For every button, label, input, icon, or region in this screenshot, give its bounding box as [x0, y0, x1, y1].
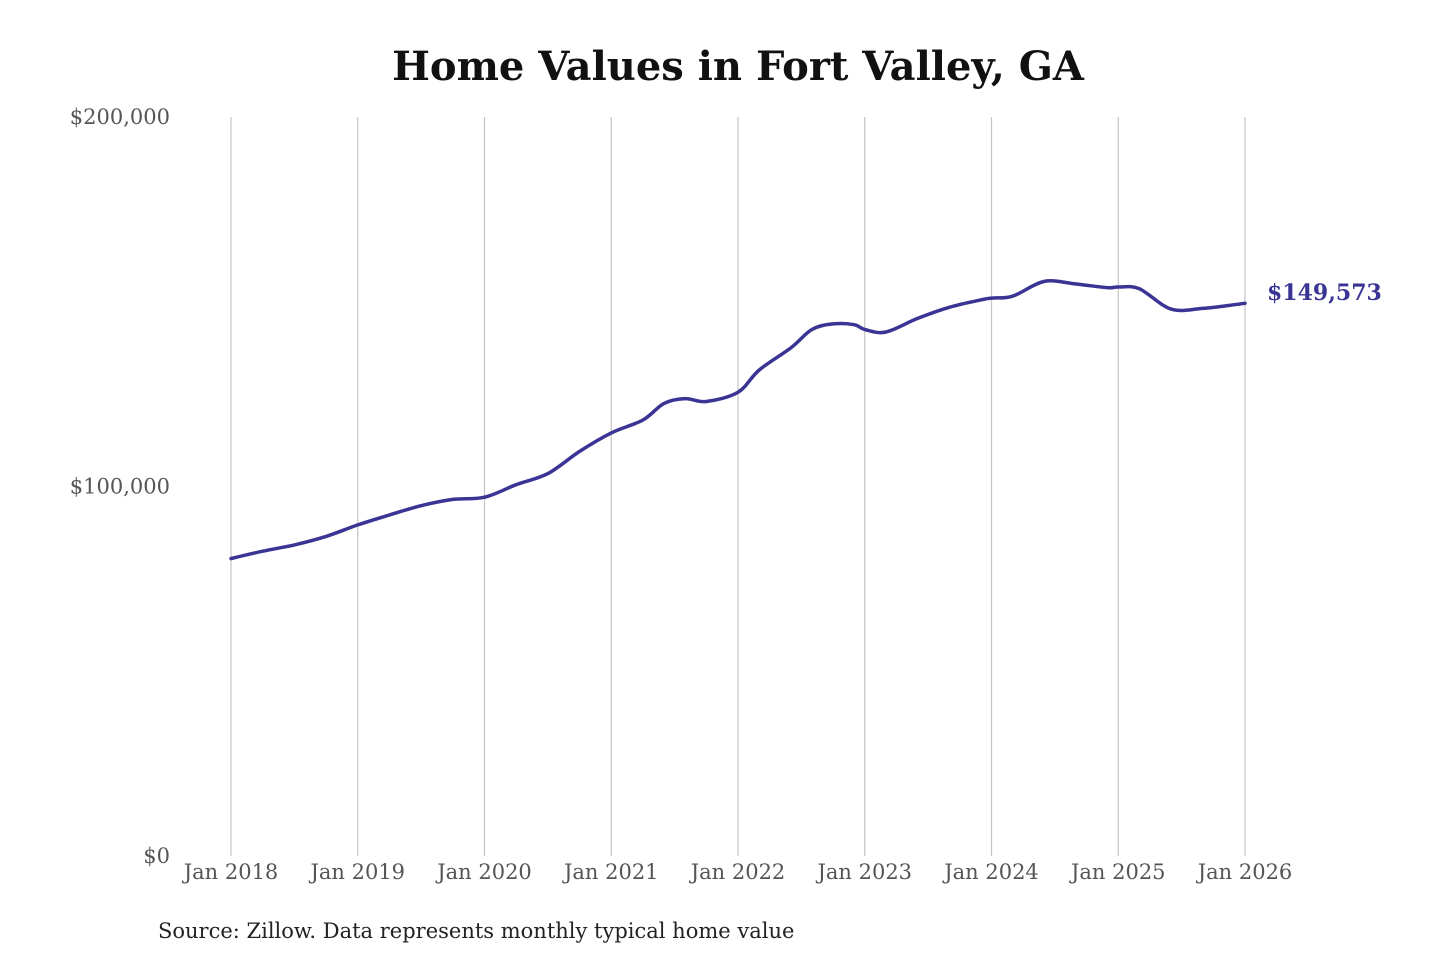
y-tick-label: $100,000: [70, 475, 170, 499]
series-line: [229, 279, 1247, 561]
x-tick-label: Jan 2020: [435, 860, 532, 884]
end-value-label: $149,573: [1267, 280, 1382, 306]
x-tick-label: Jan 2021: [562, 860, 659, 884]
gridlines: [230, 117, 1246, 856]
x-tick-label: Jan 2026: [1196, 860, 1293, 884]
y-tick-label: $0: [143, 844, 170, 868]
source-note: Source: Zillow. Data represents monthly …: [158, 919, 794, 943]
series-layer: [229, 279, 1247, 561]
x-tick-label: Jan 2019: [308, 860, 405, 884]
x-tick-label: Jan 2018: [182, 860, 279, 884]
y-axis-ticks: $0 $100,000 $200,000: [70, 105, 170, 868]
chart-title: Home Values in Fort Valley, GA: [392, 43, 1085, 90]
x-axis-ticks: Jan 2018 Jan 2019 Jan 2020 Jan 2021 Jan 2022…: [182, 860, 1293, 884]
x-tick-label: Jan 2022: [689, 860, 786, 884]
y-tick-label: $200,000: [70, 105, 170, 129]
x-tick-label: Jan 2023: [815, 860, 912, 884]
x-tick-label: Jan 2024: [942, 860, 1039, 884]
x-tick-label: Jan 2025: [1069, 860, 1166, 884]
